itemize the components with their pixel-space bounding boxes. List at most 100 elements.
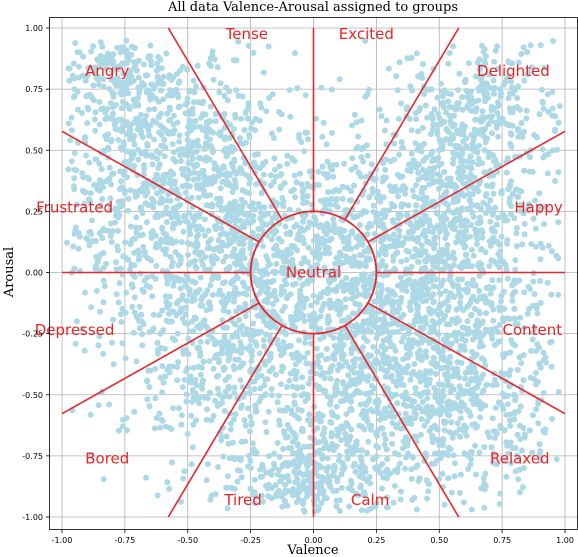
data-point xyxy=(333,403,340,410)
data-point xyxy=(318,464,325,471)
data-point xyxy=(146,403,153,410)
data-point xyxy=(287,250,294,257)
data-point xyxy=(415,73,422,80)
data-point xyxy=(197,302,204,309)
data-point xyxy=(487,290,494,297)
data-point xyxy=(365,438,372,445)
data-point xyxy=(186,328,193,335)
data-point xyxy=(170,405,177,412)
data-point xyxy=(273,261,280,267)
data-point xyxy=(216,172,222,179)
data-point xyxy=(378,343,385,350)
data-point xyxy=(244,331,251,338)
data-point xyxy=(489,152,496,159)
data-point xyxy=(431,460,438,467)
data-point xyxy=(480,371,487,378)
data-point xyxy=(176,132,183,139)
data-point xyxy=(521,434,528,441)
data-point xyxy=(533,406,540,413)
data-point xyxy=(157,424,164,431)
data-point xyxy=(542,203,549,210)
data-point xyxy=(384,494,390,501)
data-point xyxy=(421,389,428,396)
data-point xyxy=(438,310,444,317)
data-point xyxy=(109,110,116,117)
data-point xyxy=(71,86,78,93)
data-point xyxy=(197,371,204,378)
data-point xyxy=(414,302,420,309)
data-point xyxy=(250,332,257,338)
data-point xyxy=(123,101,130,107)
data-point xyxy=(339,284,346,291)
x-tick-label: -0.25 xyxy=(240,536,261,545)
y-tick-label: -1.00 xyxy=(22,513,43,522)
data-point xyxy=(201,173,208,180)
data-point xyxy=(301,255,308,262)
data-point xyxy=(423,194,430,201)
data-point xyxy=(374,396,381,403)
data-point xyxy=(482,249,489,256)
data-point xyxy=(65,166,72,173)
data-point xyxy=(278,381,284,388)
data-point xyxy=(549,89,556,95)
data-point xyxy=(494,161,501,168)
data-point xyxy=(432,240,438,247)
data-point xyxy=(464,163,471,170)
data-point xyxy=(144,255,151,262)
data-point xyxy=(100,299,107,306)
data-point xyxy=(200,358,207,365)
data-point xyxy=(412,110,419,116)
data-point xyxy=(466,197,473,204)
data-point xyxy=(464,205,471,212)
data-point xyxy=(492,85,499,91)
data-point xyxy=(523,107,530,114)
data-point xyxy=(65,120,72,127)
data-point xyxy=(306,168,313,175)
data-point xyxy=(445,475,452,482)
data-point xyxy=(326,299,333,306)
data-point xyxy=(326,394,333,401)
data-point xyxy=(188,241,195,248)
data-point xyxy=(458,360,465,366)
data-point xyxy=(336,508,343,514)
data-point xyxy=(168,263,175,270)
data-point xyxy=(150,200,156,207)
data-point xyxy=(398,381,405,388)
data-point xyxy=(289,256,296,263)
data-point xyxy=(459,124,465,131)
data-point xyxy=(204,406,211,413)
data-point xyxy=(367,285,374,292)
data-point xyxy=(366,194,373,201)
data-point xyxy=(501,213,508,220)
data-point xyxy=(507,211,514,218)
data-point xyxy=(478,485,485,492)
data-point xyxy=(395,372,402,379)
data-point xyxy=(512,468,519,475)
data-point xyxy=(464,280,471,287)
data-point xyxy=(382,212,389,219)
data-point xyxy=(506,105,513,112)
data-point xyxy=(424,273,431,280)
data-point xyxy=(338,471,345,478)
data-point xyxy=(173,220,179,227)
data-point xyxy=(455,390,462,397)
data-point xyxy=(269,91,276,98)
data-point xyxy=(363,293,369,300)
data-point xyxy=(479,389,486,396)
data-point xyxy=(468,222,475,228)
data-point xyxy=(205,227,212,234)
data-point xyxy=(198,181,205,188)
data-point xyxy=(429,432,436,439)
data-point xyxy=(476,287,483,294)
data-point xyxy=(96,177,103,184)
data-point xyxy=(294,487,301,494)
data-point xyxy=(185,261,192,268)
data-point xyxy=(180,350,187,357)
data-point xyxy=(188,127,195,134)
data-point xyxy=(132,235,138,242)
data-point xyxy=(477,414,484,421)
data-point xyxy=(354,447,361,454)
data-point xyxy=(426,411,433,418)
data-point xyxy=(413,50,420,57)
data-point xyxy=(504,217,511,224)
